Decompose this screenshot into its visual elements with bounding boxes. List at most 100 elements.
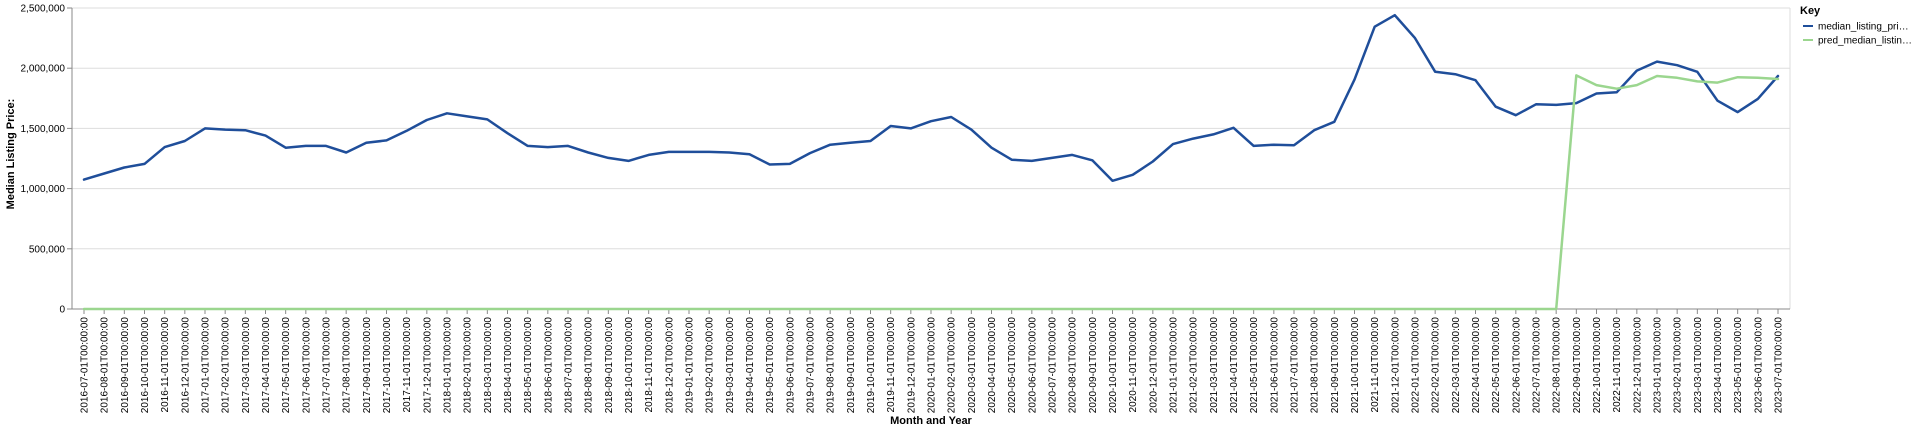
x-tick-label: 2022-06-01T00:00:00	[1511, 317, 1522, 414]
x-tick-label: 2022-11-01T00:00:00	[1612, 317, 1623, 413]
x-tick-label: 2020-10-01T00:00:00	[1108, 317, 1119, 414]
x-tick-label: 2017-09-01T00:00:00	[362, 317, 373, 414]
x-tick-label: 2017-03-01T00:00:00	[241, 317, 252, 414]
x-tick-label: 2021-05-01T00:00:00	[1249, 317, 1260, 414]
x-tick-label: 2018-03-01T00:00:00	[483, 317, 494, 414]
series-lines	[82, 13, 1780, 311]
series-line-pred_median_listing_price	[82, 74, 1780, 311]
x-tick-label: 2016-12-01T00:00:00	[180, 317, 191, 414]
legend-title: Key	[1800, 5, 1821, 17]
x-tick-label: 2017-11-01T00:00:00	[402, 317, 413, 413]
series-line-median_listing_price	[82, 13, 1780, 183]
x-tick-label: 2017-05-01T00:00:00	[281, 317, 292, 414]
x-axis-title: Month and Year	[890, 415, 972, 427]
x-tick-label: 2023-04-01T00:00:00	[1713, 317, 1724, 414]
x-tick-label: 2020-02-01T00:00:00	[947, 317, 958, 414]
y-tick-label: 2,000,000	[21, 64, 66, 75]
x-tick-label: 2022-03-01T00:00:00	[1451, 317, 1462, 414]
x-tick-label: 2021-02-01T00:00:00	[1189, 317, 1200, 414]
x-tick-label: 2018-07-01T00:00:00	[564, 317, 575, 414]
y-tick-label: 1,000,000	[21, 184, 66, 195]
y-tick-label: 2,500,000	[21, 4, 66, 15]
x-tick-label: 2018-06-01T00:00:00	[543, 317, 554, 414]
x-tick-label: 2019-06-01T00:00:00	[785, 317, 796, 414]
x-tick-label: 2022-02-01T00:00:00	[1431, 317, 1442, 414]
x-tick-label: 2019-08-01T00:00:00	[826, 317, 837, 414]
x-tick-label: 2022-05-01T00:00:00	[1491, 317, 1502, 414]
x-tick-label: 2019-05-01T00:00:00	[765, 317, 776, 414]
legend-label-pred: pred_median_listin…	[1818, 36, 1912, 47]
x-tick-label: 2016-09-01T00:00:00	[120, 317, 131, 414]
x-tick-label: 2021-11-01T00:00:00	[1370, 317, 1381, 413]
x-tick-label: 2017-08-01T00:00:00	[342, 317, 353, 414]
x-tick-label: 2021-01-01T00:00:00	[1169, 317, 1180, 414]
x-tick-label: 2019-12-01T00:00:00	[906, 317, 917, 414]
x-tick-label: 2017-02-01T00:00:00	[221, 317, 232, 414]
x-tick-label: 2018-11-01T00:00:00	[644, 317, 655, 413]
x-tick-label: 2020-09-01T00:00:00	[1088, 317, 1099, 414]
x-tick-label: 2019-09-01T00:00:00	[846, 317, 857, 414]
x-tick-label: 2022-08-01T00:00:00	[1552, 317, 1563, 414]
x-tick-label: 2019-02-01T00:00:00	[705, 317, 716, 414]
x-tick-label: 2023-06-01T00:00:00	[1753, 317, 1764, 414]
x-tick-label: 2018-04-01T00:00:00	[503, 317, 514, 414]
x-tick-label: 2021-03-01T00:00:00	[1209, 317, 1220, 414]
y-tick-label: 1,500,000	[21, 124, 66, 135]
legend: Key median_listing_pri… pred_median_list…	[1800, 5, 1912, 47]
legend-label-median: median_listing_pri…	[1818, 22, 1909, 33]
x-tick-label: 2016-08-01T00:00:00	[100, 317, 111, 414]
x-tick-label: 2017-01-01T00:00:00	[201, 317, 212, 414]
x-tick-label: 2023-07-01T00:00:00	[1774, 317, 1785, 414]
x-tick-label: 2022-07-01T00:00:00	[1532, 317, 1543, 414]
x-tick-label: 2016-10-01T00:00:00	[140, 317, 151, 414]
x-tick-label: 2020-03-01T00:00:00	[967, 317, 978, 414]
x-tick-label: 2018-08-01T00:00:00	[584, 317, 595, 414]
x-tick-label: 2019-11-01T00:00:00	[886, 317, 897, 413]
x-tick-label: 2021-07-01T00:00:00	[1290, 317, 1301, 414]
gridlines	[72, 7, 1791, 310]
x-tick-label: 2022-09-01T00:00:00	[1572, 317, 1583, 414]
x-tick-label: 2020-12-01T00:00:00	[1148, 317, 1159, 414]
x-tick-label: 2020-01-01T00:00:00	[927, 317, 938, 414]
x-tick-label: 2019-10-01T00:00:00	[866, 317, 877, 414]
x-tick-label: 2021-10-01T00:00:00	[1350, 317, 1361, 414]
x-tick-label: 2017-12-01T00:00:00	[422, 317, 433, 414]
x-tick-label: 2019-07-01T00:00:00	[806, 317, 817, 414]
x-tick-label: 2017-04-01T00:00:00	[261, 317, 272, 414]
y-tick-label: 500,000	[29, 244, 66, 255]
x-tick-label: 2017-06-01T00:00:00	[301, 317, 312, 414]
x-tick-label: 2020-06-01T00:00:00	[1027, 317, 1038, 414]
x-tick-label: 2021-06-01T00:00:00	[1269, 317, 1280, 414]
x-tick-label: 2018-05-01T00:00:00	[523, 317, 534, 414]
x-tick-label: 2020-05-01T00:00:00	[1007, 317, 1018, 414]
x-tick-label: 2021-09-01T00:00:00	[1330, 317, 1341, 414]
x-tick-label: 2022-12-01T00:00:00	[1632, 317, 1643, 414]
x-tick-label: 2018-12-01T00:00:00	[664, 317, 675, 414]
x-tick-label: 2023-03-01T00:00:00	[1693, 317, 1704, 414]
x-tick-label: 2018-10-01T00:00:00	[624, 317, 635, 414]
x-tick-label: 2018-01-01T00:00:00	[443, 317, 454, 414]
x-tick-label: 2020-07-01T00:00:00	[1048, 317, 1059, 414]
x-tick-label: 2021-04-01T00:00:00	[1229, 317, 1240, 414]
axes: 0 500,000 1,000,000 1,500,000 2,000,000 2,500…	[21, 4, 1790, 414]
x-tick-label: 2019-01-01T00:00:00	[685, 317, 696, 414]
x-tick-label: 2020-08-01T00:00:00	[1068, 317, 1079, 414]
x-tick-label: 2022-10-01T00:00:00	[1592, 317, 1603, 414]
x-tick-label: 2023-05-01T00:00:00	[1733, 317, 1744, 414]
x-tick-label: 2016-11-01T00:00:00	[160, 317, 171, 413]
x-tick-label: 2023-02-01T00:00:00	[1673, 317, 1684, 414]
x-tick-label: 2017-10-01T00:00:00	[382, 317, 393, 414]
x-tick-label: 2021-08-01T00:00:00	[1310, 317, 1321, 414]
x-tick-label: 2022-01-01T00:00:00	[1411, 317, 1422, 414]
x-tick-label: 2020-11-01T00:00:00	[1128, 317, 1139, 413]
x-tick-label: 2019-03-01T00:00:00	[725, 317, 736, 414]
x-tick-label: 2019-04-01T00:00:00	[745, 317, 756, 414]
y-axis-title: Median Listing Price:	[5, 99, 17, 210]
x-tick-label: 2018-09-01T00:00:00	[604, 317, 615, 414]
x-tick-label: 2022-04-01T00:00:00	[1471, 317, 1482, 414]
y-tick-label: 0	[59, 305, 65, 316]
x-tick-label: 2017-07-01T00:00:00	[322, 317, 333, 414]
x-tick-label: 2023-01-01T00:00:00	[1653, 317, 1664, 414]
